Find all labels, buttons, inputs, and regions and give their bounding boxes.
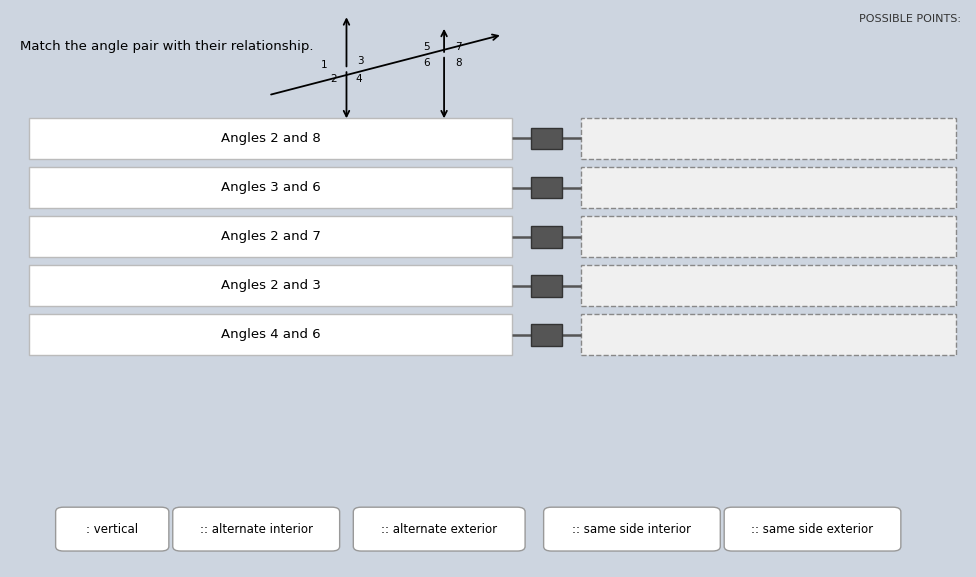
Text: Angles 2 and 3: Angles 2 and 3: [221, 279, 321, 292]
Text: : vertical: : vertical: [86, 523, 139, 535]
Text: POSSIBLE POINTS:: POSSIBLE POINTS:: [859, 14, 961, 24]
FancyBboxPatch shape: [581, 118, 956, 159]
FancyBboxPatch shape: [29, 167, 512, 208]
Text: Angles 3 and 6: Angles 3 and 6: [221, 181, 321, 194]
FancyBboxPatch shape: [581, 265, 956, 306]
Text: 6: 6: [424, 58, 430, 68]
Text: Angles 2 and 8: Angles 2 and 8: [221, 132, 321, 145]
Text: Match the angle pair with their relationship.: Match the angle pair with their relation…: [20, 40, 313, 54]
Text: Angles 4 and 6: Angles 4 and 6: [221, 328, 321, 341]
Text: :: alternate exterior: :: alternate exterior: [382, 523, 497, 535]
Text: :: same side interior: :: same side interior: [573, 523, 691, 535]
FancyBboxPatch shape: [724, 507, 901, 551]
FancyBboxPatch shape: [581, 314, 956, 355]
Text: 7: 7: [455, 42, 462, 51]
Text: :: alternate interior: :: alternate interior: [200, 523, 312, 535]
FancyBboxPatch shape: [581, 216, 956, 257]
Text: 3: 3: [357, 56, 364, 66]
FancyBboxPatch shape: [29, 216, 512, 257]
FancyBboxPatch shape: [353, 507, 525, 551]
FancyBboxPatch shape: [531, 128, 562, 149]
Text: 4: 4: [355, 74, 362, 84]
Text: 2: 2: [331, 74, 338, 84]
FancyBboxPatch shape: [531, 275, 562, 297]
Text: :: same side exterior: :: same side exterior: [752, 523, 874, 535]
FancyBboxPatch shape: [581, 167, 956, 208]
Text: 8: 8: [455, 58, 462, 68]
FancyBboxPatch shape: [531, 324, 562, 346]
FancyBboxPatch shape: [29, 265, 512, 306]
FancyBboxPatch shape: [531, 177, 562, 198]
Text: 1: 1: [321, 59, 328, 70]
FancyBboxPatch shape: [544, 507, 720, 551]
FancyBboxPatch shape: [531, 226, 562, 248]
Text: 5: 5: [424, 42, 430, 51]
FancyBboxPatch shape: [29, 314, 512, 355]
Text: Angles 2 and 7: Angles 2 and 7: [221, 230, 321, 243]
FancyBboxPatch shape: [56, 507, 169, 551]
FancyBboxPatch shape: [29, 118, 512, 159]
FancyBboxPatch shape: [173, 507, 340, 551]
